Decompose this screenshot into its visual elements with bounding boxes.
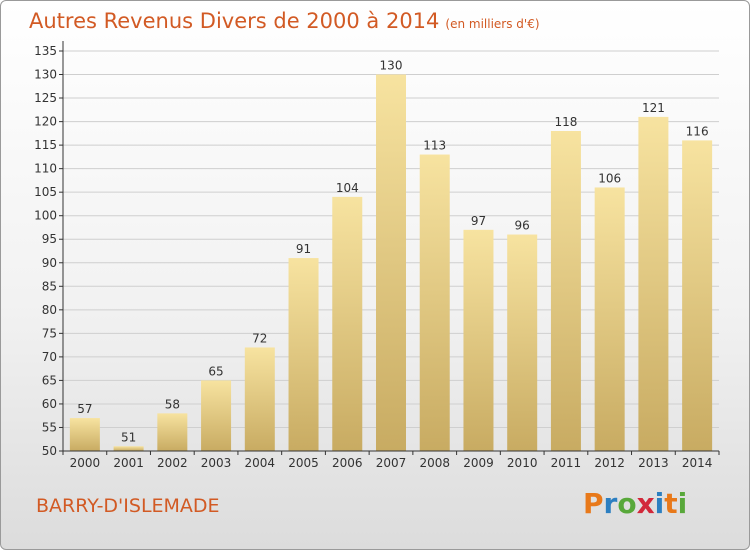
data-label-2013: 121	[642, 101, 665, 115]
x-tick-label-2003: 2003	[201, 456, 232, 470]
y-tick-label: 65	[42, 373, 57, 387]
logo-letter: P	[583, 487, 604, 520]
bar-2011	[550, 131, 581, 451]
data-label-2002: 58	[165, 397, 180, 411]
y-tick-label: 105	[34, 185, 57, 199]
chart-unit: (en milliers d'€)	[445, 17, 540, 31]
bar-2014	[682, 140, 713, 452]
chart-title: Autres Revenus Divers de 2000 à 2014 (en …	[29, 9, 540, 33]
y-tick-label: 60	[42, 397, 57, 411]
y-tick-label: 130	[34, 68, 57, 82]
x-tick-label-2002: 2002	[157, 456, 188, 470]
x-tick-label-2012: 2012	[594, 456, 625, 470]
x-tick-label-2006: 2006	[332, 456, 363, 470]
x-tick-label-2008: 2008	[419, 456, 450, 470]
data-label-2003: 65	[208, 364, 223, 378]
bar-2008	[419, 154, 450, 451]
data-label-2007: 130	[380, 59, 403, 73]
data-label-2011: 118	[554, 115, 577, 129]
logo-letter: i	[677, 487, 688, 520]
y-tick-label: 120	[34, 115, 57, 129]
bar-2001	[113, 446, 144, 451]
bar-2005	[288, 258, 319, 451]
x-tick-label-2010: 2010	[507, 456, 538, 470]
data-label-2000: 57	[77, 402, 92, 416]
logo-letter: o	[617, 487, 637, 520]
x-tick-label-2005: 2005	[288, 456, 319, 470]
bar-2010	[507, 234, 538, 451]
y-tick-label: 135	[34, 44, 57, 58]
proxiti-logo: Proxiti	[583, 487, 687, 520]
x-tick-label-2014: 2014	[682, 456, 713, 470]
bar-2002	[157, 413, 188, 451]
bars: 57 51 58 65 72 91 104 130 113 97 96 118 106 121 116	[69, 59, 713, 452]
commune-name: BARRY-D'ISLEMADE	[36, 495, 220, 517]
data-label-2006: 104	[336, 181, 359, 195]
y-tick-label: 75	[42, 326, 57, 340]
y-tick-label: 95	[42, 232, 57, 246]
y-tick-label: 110	[34, 162, 57, 176]
bar-2012	[594, 187, 625, 451]
y-tick-label: 125	[34, 91, 57, 105]
logo-letter: r	[603, 487, 618, 520]
y-tick-label: 115	[34, 138, 57, 152]
x-tick-label-2013: 2013	[638, 456, 669, 470]
data-label-2008: 113	[423, 139, 446, 153]
chart-title-text: Autres Revenus Divers de 2000 à 2014	[29, 9, 440, 33]
logo-letter: i	[654, 487, 665, 520]
data-label-2012: 106	[598, 171, 621, 185]
x-tick-label-2011: 2011	[551, 456, 582, 470]
x-tick-label-2000: 2000	[70, 456, 101, 470]
bar-2000	[69, 418, 100, 451]
x-tick-label-2007: 2007	[376, 456, 407, 470]
y-tick-label: 90	[42, 256, 57, 270]
data-label-2009: 97	[471, 214, 486, 228]
data-label-2014: 116	[686, 124, 709, 138]
logo-letter: t	[664, 487, 678, 520]
y-tick-label: 100	[34, 209, 57, 223]
y-tick-label: 50	[42, 444, 57, 458]
x-tick-label-2009: 2009	[463, 456, 494, 470]
y-tick-label: 70	[42, 350, 57, 364]
logo-letter: x	[636, 487, 655, 520]
data-label-2010: 96	[515, 219, 530, 233]
y-tick-label: 80	[42, 303, 57, 317]
x-tick-label-2001: 2001	[113, 456, 144, 470]
bar-2013	[638, 116, 669, 451]
bar-2003	[201, 380, 232, 451]
data-label-2005: 91	[296, 242, 311, 256]
y-tick-label: 85	[42, 279, 57, 293]
bar-2004	[244, 347, 275, 451]
bar-2006	[332, 196, 363, 451]
data-label-2004: 72	[252, 331, 267, 345]
x-tick-label-2004: 2004	[245, 456, 276, 470]
bar-2009	[463, 229, 494, 451]
axes: 50 55 60 65 70 75 80 85 90 95 100 105 110 115 120 125 13…	[34, 41, 720, 470]
data-label-2001: 51	[121, 430, 136, 444]
bar-2007	[376, 74, 406, 451]
y-tick-label: 55	[42, 420, 57, 434]
